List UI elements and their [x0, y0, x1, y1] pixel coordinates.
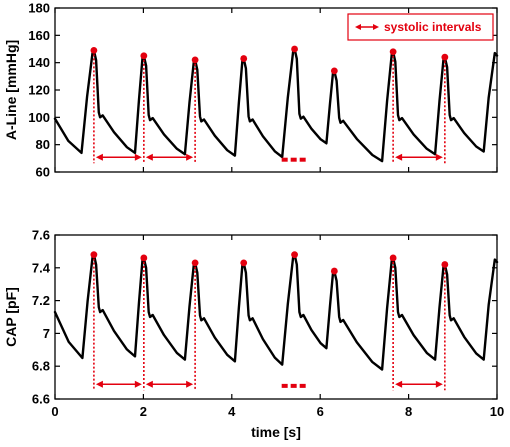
- y-axis-label: A-Line [mmHg]: [3, 40, 19, 140]
- peak-marker: [389, 48, 397, 56]
- arrow-head-right: [186, 153, 194, 161]
- legend-label: systolic intervals: [384, 20, 482, 34]
- signal-trace: [53, 253, 499, 371]
- peak-marker: [291, 45, 298, 53]
- ellipsis-dash: [281, 383, 288, 388]
- peak-marker: [330, 67, 338, 75]
- y-tick-label: 7: [43, 326, 50, 341]
- peak-marker: [441, 53, 449, 61]
- y-tick-label: 180: [28, 1, 50, 16]
- arrow-head-left: [395, 380, 403, 388]
- arrow-head-left: [145, 153, 153, 161]
- x-tick-label: 4: [228, 404, 236, 419]
- peak-marker: [140, 52, 148, 60]
- peak-marker: [90, 46, 98, 54]
- ellipsis-dash: [290, 157, 297, 162]
- ellipsis-dash: [299, 157, 306, 162]
- arrow-head-left: [95, 153, 103, 161]
- x-tick-label: 10: [490, 404, 504, 419]
- peak-marker: [291, 251, 298, 259]
- peak-marker: [240, 259, 248, 267]
- aline-panel: 60 80 100 120 140 160 180 A-Line [mmHg] systolic…: [3, 1, 499, 180]
- cap-panel: 6.6 6.8 7 7.2 7.4 7.6 0 2 4 6 8 10 CAP [pF] time [s]: [3, 228, 504, 441]
- ellipsis-dash: [299, 383, 306, 388]
- y-tick-label: 80: [36, 137, 50, 152]
- y-tick-label: 160: [28, 28, 50, 43]
- arrow-head-right: [186, 380, 194, 388]
- x-tick-label: 8: [405, 404, 412, 419]
- y-tick-label: 6.6: [32, 392, 50, 407]
- legend-arrow-head-left: [355, 24, 361, 30]
- signal-trace: [53, 47, 499, 163]
- y-tick-label: 100: [28, 110, 50, 125]
- arrow-head-left: [95, 380, 103, 388]
- plot-frame: [54, 234, 498, 400]
- y-tick-label: 7.4: [32, 260, 51, 275]
- legend-arrow-head-right: [373, 24, 379, 30]
- arrow-head-right: [435, 153, 443, 161]
- x-axis-label: time [s]: [251, 424, 301, 440]
- y-tick-label: 7.2: [32, 293, 50, 308]
- y-tick-label: 140: [28, 55, 50, 70]
- y-tick-label: 7.6: [32, 228, 50, 243]
- peak-marker: [330, 267, 338, 275]
- y-tick-label: 60: [36, 165, 50, 180]
- arrow-head-left: [145, 380, 153, 388]
- peak-marker: [240, 55, 248, 62]
- y-tick-label: 120: [28, 83, 50, 98]
- x-tick-label: 6: [317, 404, 324, 419]
- x-tick-label: 0: [51, 404, 58, 419]
- ellipsis-dash: [290, 383, 297, 388]
- arrow-head-right: [435, 380, 443, 388]
- arrow-head-left: [395, 153, 403, 161]
- arrow-head-right: [134, 380, 142, 388]
- y-tick-label: 6.8: [32, 359, 50, 374]
- y-axis-label: CAP [pF]: [3, 287, 19, 347]
- arrow-head-right: [134, 153, 142, 161]
- x-tick-label: 2: [140, 404, 147, 419]
- ellipsis-dash: [281, 157, 288, 162]
